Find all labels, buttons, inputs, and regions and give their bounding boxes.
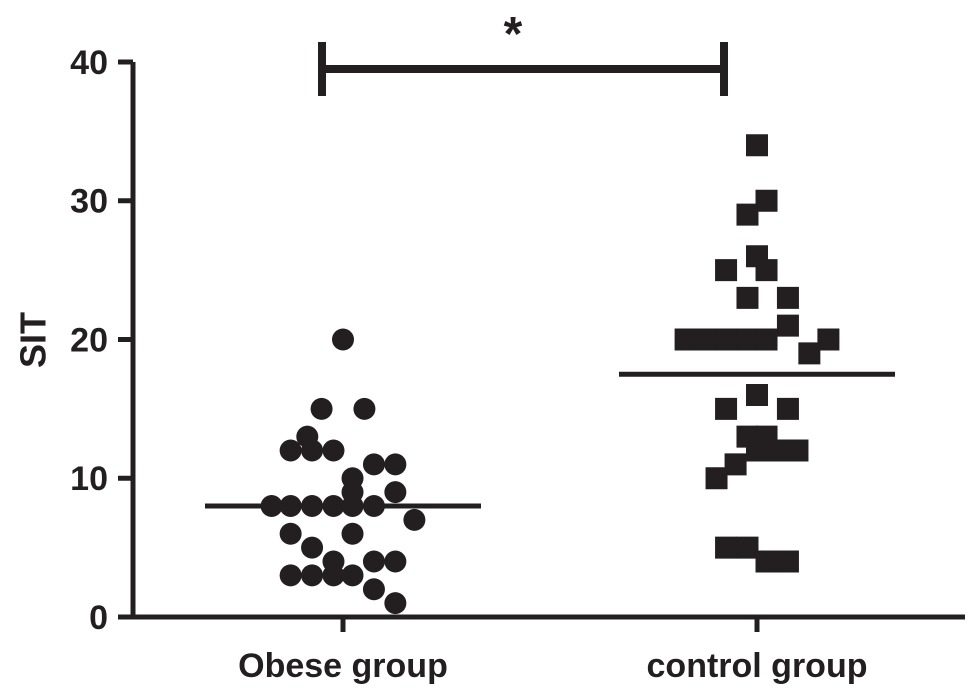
obese-data-point (384, 453, 407, 476)
control-data-point (715, 259, 738, 282)
obese-data-point (362, 453, 385, 476)
obese-data-point (322, 564, 345, 587)
obese-data-point (341, 564, 364, 587)
control-data-point (755, 328, 778, 351)
control-data-point (776, 550, 799, 573)
obese-data-point (341, 522, 364, 545)
control-data-point (817, 328, 840, 351)
obese-data-point (301, 536, 324, 559)
control-data-point (776, 397, 799, 420)
obese-data-point (279, 522, 302, 545)
obese-data-point (301, 564, 324, 587)
obese-data-point (384, 592, 407, 615)
y-tick-label: 20 (70, 321, 108, 359)
y-axis-title: SIT (13, 312, 54, 368)
control-data-point (798, 342, 821, 365)
control-data-point (693, 328, 716, 351)
control-data-point (736, 286, 759, 309)
x-ticks: Obese group control group (238, 617, 867, 685)
control-data-point (715, 397, 738, 420)
median-lines (205, 371, 895, 509)
y-tick-label: 0 (89, 599, 108, 637)
control-data-point (746, 134, 768, 157)
control-data-point (736, 203, 759, 226)
control-data-point (736, 328, 759, 351)
control-data-point (767, 439, 790, 462)
y-tick-label: 10 (70, 460, 108, 498)
obese-data-point (310, 397, 333, 420)
control-data-point (724, 453, 747, 476)
obese-data-point (384, 481, 407, 504)
obese-data-point (403, 508, 426, 531)
y-tick-label: 30 (70, 183, 108, 221)
obese-data-point (332, 328, 354, 351)
control-data-point (755, 189, 778, 212)
control-data-point (755, 550, 778, 573)
obese-data-point (353, 397, 376, 420)
control-data-point (776, 286, 799, 309)
control-data-point (746, 439, 768, 462)
control-data-point (705, 467, 728, 490)
control-data-point (776, 314, 799, 337)
x-category-label: Obese group (238, 647, 448, 685)
control-data-point (755, 259, 778, 282)
obese-data-point (279, 439, 302, 462)
control-data-point (746, 384, 768, 406)
data-points (260, 134, 840, 615)
x-category-label: control group (647, 647, 868, 685)
y-tick-label: 40 (70, 44, 108, 82)
obese-data-point (362, 550, 385, 573)
obese-data-point (322, 439, 345, 462)
obese-data-point (279, 564, 302, 587)
control-data-point (715, 536, 738, 559)
significance-asterisk: * (504, 8, 523, 61)
obese-data-point (362, 578, 385, 601)
y-ticks: 0 10 20 30 40 (70, 44, 133, 637)
control-data-point (736, 536, 759, 559)
significance-bracket: * (318, 8, 728, 96)
control-data-point (715, 328, 738, 351)
obese-data-point (384, 550, 407, 573)
obese-data-point (301, 439, 324, 462)
control-data-point (674, 328, 697, 351)
control-data-point (786, 439, 809, 462)
